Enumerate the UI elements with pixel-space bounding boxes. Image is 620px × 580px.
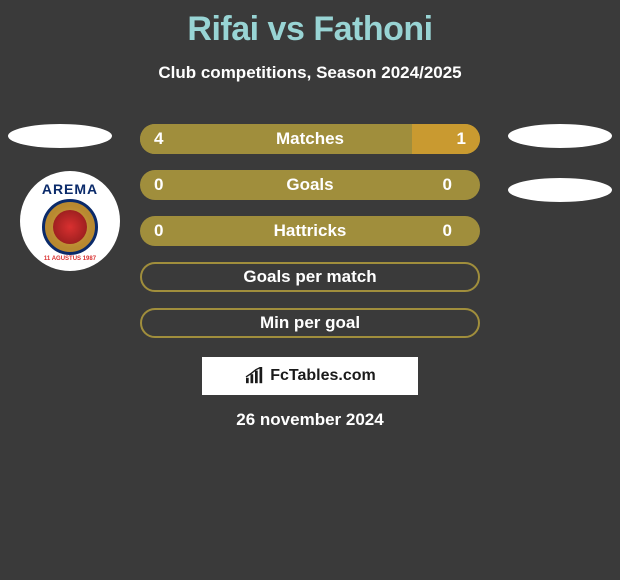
vs-separator: vs (268, 10, 305, 48)
club-logo: AREMA 11 AGUSTUS 1987 (20, 171, 120, 271)
club-logo-emblem (42, 199, 98, 255)
stat-right-value-wrap: 0 (443, 216, 466, 246)
club-logo-text: AREMA (42, 181, 98, 197)
stat-row-mpg: Min per goal (140, 308, 480, 338)
stat-row-goals: 0 Goals 0 (140, 170, 480, 200)
date-label: 26 november 2024 (0, 410, 620, 430)
stat-right-value: 0 (443, 221, 452, 241)
stat-left-value: 4 (154, 129, 163, 149)
player2-placeholder-oval-2 (508, 178, 612, 202)
comparison-title: Rifai vs Fathoni (0, 0, 620, 49)
brand-text: FcTables.com (270, 367, 376, 385)
chart-icon (244, 367, 266, 385)
stat-label: Matches (276, 129, 344, 149)
player2-name: Fathoni (313, 10, 432, 48)
stat-row-gpm: Goals per match (140, 262, 480, 292)
stat-left-value: 0 (154, 221, 163, 241)
stat-left-value: 0 (154, 175, 163, 195)
stats-container: 4 Matches 1 0 Goals 0 0 Hattricks 0 Goal… (140, 124, 480, 354)
subtitle: Club competitions, Season 2024/2025 (0, 63, 620, 83)
player2-placeholder-oval-1 (508, 124, 612, 148)
brand-badge: FcTables.com (202, 357, 418, 395)
stat-row-hattricks: 0 Hattricks 0 (140, 216, 480, 246)
player1-placeholder-oval (8, 124, 112, 148)
stat-right-value: 1 (457, 129, 466, 149)
stat-label: Min per goal (260, 313, 360, 333)
player1-name: Rifai (187, 10, 258, 48)
stat-right-value-wrap: 0 (443, 170, 466, 200)
stat-label: Hattricks (274, 221, 347, 241)
club-logo-date: 11 AGUSTUS 1987 (44, 256, 96, 262)
stat-label: Goals (286, 175, 333, 195)
stat-label: Goals per match (243, 267, 376, 287)
stat-row-matches: 4 Matches 1 (140, 124, 480, 154)
stat-right-value: 0 (443, 175, 452, 195)
stat-right-segment: 1 (412, 124, 480, 154)
